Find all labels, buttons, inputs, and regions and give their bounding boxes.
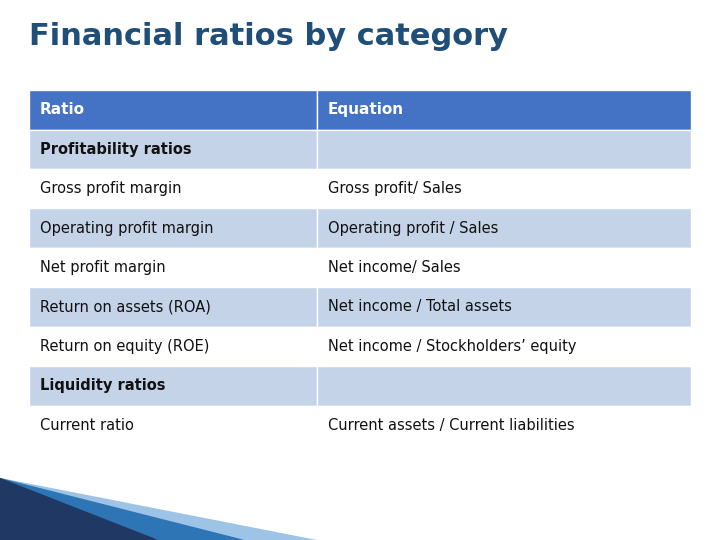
FancyBboxPatch shape: [29, 130, 317, 169]
FancyBboxPatch shape: [317, 248, 691, 287]
FancyBboxPatch shape: [29, 406, 317, 445]
FancyBboxPatch shape: [317, 406, 691, 445]
FancyBboxPatch shape: [317, 287, 691, 327]
Text: Ratio: Ratio: [40, 103, 85, 117]
FancyBboxPatch shape: [317, 366, 691, 406]
Text: Gross profit margin: Gross profit margin: [40, 181, 181, 196]
Polygon shape: [0, 478, 158, 540]
Text: Liquidity ratios: Liquidity ratios: [40, 379, 165, 393]
Text: Return on assets (ROA): Return on assets (ROA): [40, 300, 210, 314]
FancyBboxPatch shape: [317, 130, 691, 169]
Text: Current assets / Current liabilities: Current assets / Current liabilities: [328, 418, 575, 433]
FancyBboxPatch shape: [29, 248, 317, 287]
Text: Operating profit / Sales: Operating profit / Sales: [328, 221, 498, 235]
Text: Net profit margin: Net profit margin: [40, 260, 165, 275]
Polygon shape: [0, 478, 245, 540]
FancyBboxPatch shape: [317, 208, 691, 248]
Text: Net income / Stockholders’ equity: Net income / Stockholders’ equity: [328, 339, 576, 354]
FancyBboxPatch shape: [29, 287, 317, 327]
Text: Equation: Equation: [328, 103, 404, 117]
FancyBboxPatch shape: [317, 90, 691, 130]
FancyBboxPatch shape: [317, 327, 691, 366]
FancyBboxPatch shape: [29, 90, 317, 130]
Text: Financial ratios by category: Financial ratios by category: [29, 22, 508, 51]
Polygon shape: [0, 478, 317, 540]
FancyBboxPatch shape: [29, 327, 317, 366]
Text: Profitability ratios: Profitability ratios: [40, 142, 192, 157]
Text: Gross profit/ Sales: Gross profit/ Sales: [328, 181, 462, 196]
Text: Net income/ Sales: Net income/ Sales: [328, 260, 460, 275]
FancyBboxPatch shape: [29, 208, 317, 248]
FancyBboxPatch shape: [317, 169, 691, 208]
Text: Return on equity (ROE): Return on equity (ROE): [40, 339, 209, 354]
FancyBboxPatch shape: [29, 366, 317, 406]
FancyBboxPatch shape: [29, 169, 317, 208]
Text: Net income / Total assets: Net income / Total assets: [328, 300, 511, 314]
Text: Current ratio: Current ratio: [40, 418, 133, 433]
Text: Operating profit margin: Operating profit margin: [40, 221, 213, 235]
